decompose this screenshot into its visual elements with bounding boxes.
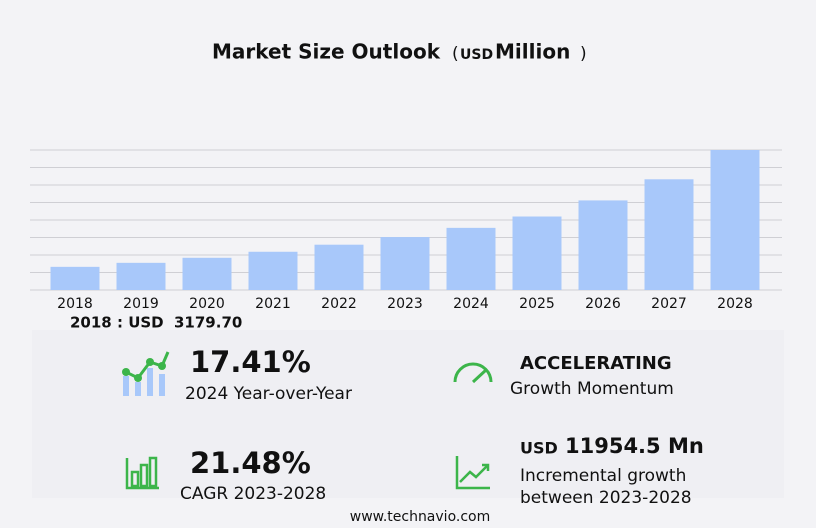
base-label: 2018 : USD	[70, 314, 164, 332]
incr-value: 11954.5 Mn	[565, 434, 704, 458]
cagr-icon	[125, 456, 159, 490]
x-tick-label: 2022	[321, 296, 357, 312]
chart-title: Market Size Outlook	[212, 40, 441, 64]
bar	[512, 216, 562, 290]
x-tick-label: 2026	[585, 296, 621, 312]
x-tick-label: 2024	[453, 296, 489, 312]
unit-currency: USD	[460, 47, 493, 63]
bar	[380, 237, 430, 290]
bar	[50, 266, 100, 290]
bar	[314, 244, 364, 290]
unit-open: (	[452, 44, 459, 64]
stats-panel	[32, 330, 784, 498]
momentum-value: ACCELERATING	[520, 353, 672, 374]
base-value: 3179.70	[174, 314, 242, 332]
momentum-icon	[453, 362, 493, 384]
yoy-label: 2024 Year-over-Year	[185, 384, 352, 404]
x-tick-label: 2018	[57, 296, 93, 312]
bar	[116, 262, 166, 290]
bar	[446, 227, 496, 290]
incr-icon	[455, 456, 490, 490]
incr-label-1: Incremental growth	[520, 466, 686, 486]
x-tick-label: 2025	[519, 296, 555, 312]
momentum-label: Growth Momentum	[510, 379, 674, 399]
x-tick-label: 2020	[189, 296, 225, 312]
footer: www.technavio.com	[350, 509, 491, 525]
bar	[182, 257, 232, 290]
bar	[644, 179, 694, 290]
incr-currency: USD	[520, 439, 558, 458]
x-tick-label: 2019	[123, 296, 159, 312]
unit-close: )	[580, 44, 587, 64]
yoy-icon	[122, 351, 170, 396]
incr-label-2: between 2023-2028	[520, 488, 692, 508]
x-tick-label: 2028	[717, 296, 753, 312]
cagr-value: 21.48%	[190, 446, 311, 480]
bar	[578, 200, 628, 290]
bar	[248, 251, 298, 290]
bar	[710, 150, 760, 290]
cagr-label: CAGR 2023-2028	[180, 484, 326, 504]
unit-name: Million	[495, 40, 570, 64]
x-tick-label: 2027	[651, 296, 687, 312]
yoy-value: 17.41%	[190, 345, 311, 379]
x-tick-label: 2023	[387, 296, 423, 312]
x-tick-label: 2021	[255, 296, 291, 312]
